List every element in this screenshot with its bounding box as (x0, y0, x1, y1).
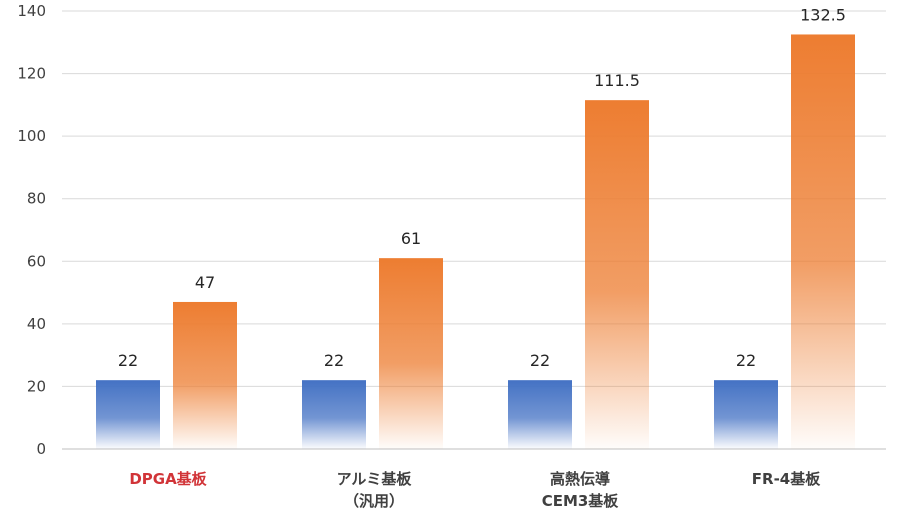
data-label: 61 (401, 229, 421, 248)
bar-series-1-cat-1 (379, 258, 443, 449)
x-axis-categories: DPGA基板 アルミ基板（汎用） 高熱伝導 CEM3基板 FR-4基板 (129, 470, 821, 510)
data-label: 22 (118, 351, 138, 370)
y-tick-label: 0 (36, 440, 46, 458)
bar-series-0-cat-3 (714, 380, 778, 449)
bar-series-1-cat-0 (173, 301, 237, 449)
y-tick-label: 60 (27, 252, 46, 270)
y-tick-label: 80 (27, 190, 46, 208)
bar-series-1-cat-3 (791, 34, 855, 449)
x-category-label: FR-4基板 (752, 470, 821, 488)
y-tick-label: 20 (27, 377, 46, 395)
data-label: 111.5 (594, 71, 640, 90)
data-label: 22 (736, 351, 756, 370)
bars (96, 34, 855, 450)
data-label: 22 (324, 351, 344, 370)
data-label: 22 (530, 351, 550, 370)
x-category-label: DPGA基板 (129, 470, 207, 488)
x-category-label: 高熱伝導 CEM3基板 (542, 470, 620, 510)
data-label: 47 (195, 273, 215, 292)
y-tick-label: 120 (17, 65, 46, 83)
data-labels: 22 47 22 61 22 111.5 22 132.5 (118, 5, 846, 370)
bar-series-0-cat-2 (508, 380, 572, 449)
y-axis-ticks: 0 20 40 60 80 100 120 140 (17, 2, 46, 458)
x-category-label: アルミ基板（汎用） (337, 470, 413, 510)
bar-series-1-cat-2 (585, 100, 649, 450)
data-label: 132.5 (800, 5, 846, 24)
y-tick-label: 140 (17, 2, 46, 20)
bar-series-0-cat-1 (302, 380, 366, 449)
y-tick-label: 40 (27, 315, 46, 333)
bar-series-0-cat-0 (96, 380, 160, 449)
y-tick-label: 100 (17, 127, 46, 145)
